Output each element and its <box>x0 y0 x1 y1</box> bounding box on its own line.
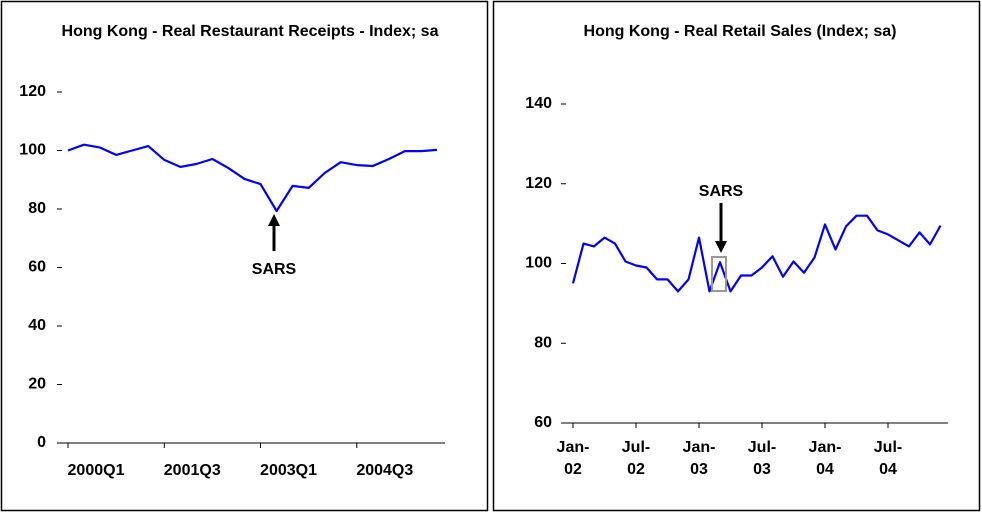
y-tick-label: 0 <box>37 434 46 451</box>
line-series <box>67 143 438 213</box>
x-tick-label: 2000Q1 <box>68 462 125 479</box>
arrow-head <box>268 214 280 226</box>
x-tick-label: Jul-04 <box>873 439 903 478</box>
y-tick-label: 120 <box>19 83 46 100</box>
y-tick-label: 20 <box>28 376 46 393</box>
y-tick-label: 120 <box>525 175 552 192</box>
x-tick-label: Jul-02 <box>621 439 651 478</box>
panel-frame <box>492 0 981 512</box>
x-tick-label: 2003Q1 <box>260 462 317 479</box>
chart-title: Hong Kong - Real Restaurant Receipts - I… <box>61 23 439 40</box>
y-tick-label: 40 <box>28 317 46 334</box>
annotation: SARS <box>699 183 744 200</box>
y-tick-label: 60 <box>534 414 552 431</box>
y-tick-label: 60 <box>28 259 46 276</box>
y-tick-label: 140 <box>525 95 552 112</box>
x-tick-label: Jan-04 <box>808 439 842 478</box>
arrow-head <box>715 241 727 253</box>
annotation-box <box>711 256 727 292</box>
x-tick-label: 2004Q3 <box>356 462 413 479</box>
x-tick-label: Jul-03 <box>747 439 777 478</box>
annotation: SARS <box>252 261 297 278</box>
y-tick-label: 80 <box>534 334 552 351</box>
line-series <box>571 214 942 293</box>
y-tick-label: 100 <box>19 142 46 159</box>
x-tick-label: Jan-03 <box>682 439 716 478</box>
chart-title: Hong Kong - Real Retail Sales (Index; sa… <box>583 23 897 40</box>
panel-frame <box>0 0 489 512</box>
x-tick-label: Jan-02 <box>556 439 590 478</box>
y-tick-label: 80 <box>28 200 46 217</box>
y-tick-label: 100 <box>525 255 552 272</box>
x-tick-label: 2001Q3 <box>164 462 221 479</box>
